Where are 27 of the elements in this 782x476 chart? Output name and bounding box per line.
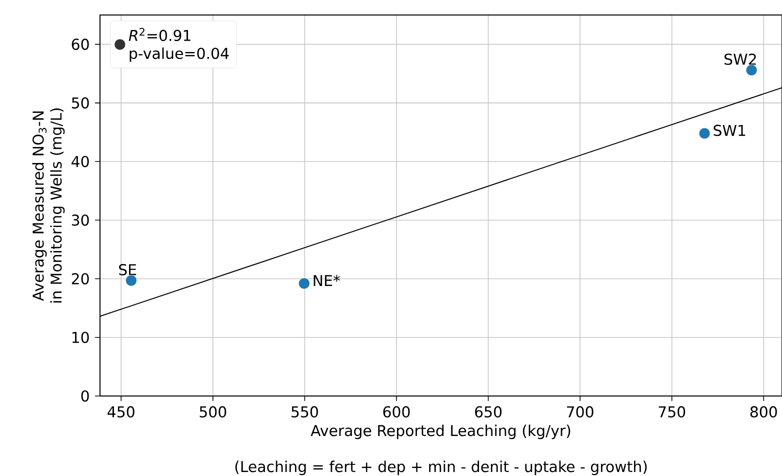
- point: [126, 274, 137, 286]
- y-tick-label: 0: [81, 390, 89, 402]
- y-tick-label: 10: [72, 332, 89, 344]
- x-tick-label: 600: [383, 406, 410, 418]
- point: [698, 128, 710, 140]
- annotation: SW2: [724, 54, 756, 65]
- x-tick-label: 450: [108, 406, 134, 418]
- text: (Leaching = fert + dep + min - denit - uptake - growth): [235, 460, 647, 476]
- y-tick-label: 60: [72, 38, 89, 50]
- legend-label: R$^{2}$=0.91: [128, 28, 190, 42]
- x-tick-label: 650: [475, 406, 502, 418]
- x-tick-label: 800: [750, 406, 777, 418]
- point: [746, 64, 758, 76]
- x-tick-label: 700: [567, 406, 594, 418]
- x-tick-label: 550: [292, 406, 318, 418]
- x-tick-label: 500: [200, 406, 226, 418]
- annotation: SE: [119, 264, 136, 276]
- x-axis-title: Average Reported Leaching (kg/yr): [310, 424, 570, 440]
- annotation: p-value=0.04: [130, 47, 229, 62]
- y-tick-label: 50: [72, 97, 89, 109]
- annotation: SW1: [714, 124, 746, 136]
- y-tick-label: 40: [72, 156, 89, 168]
- x-tick-label: 750: [658, 406, 686, 418]
- annotation: NE*: [314, 274, 340, 286]
- y-tick-label: 20: [72, 273, 89, 284]
- point: [298, 278, 310, 290]
- y-tick-label: 30: [72, 214, 89, 226]
